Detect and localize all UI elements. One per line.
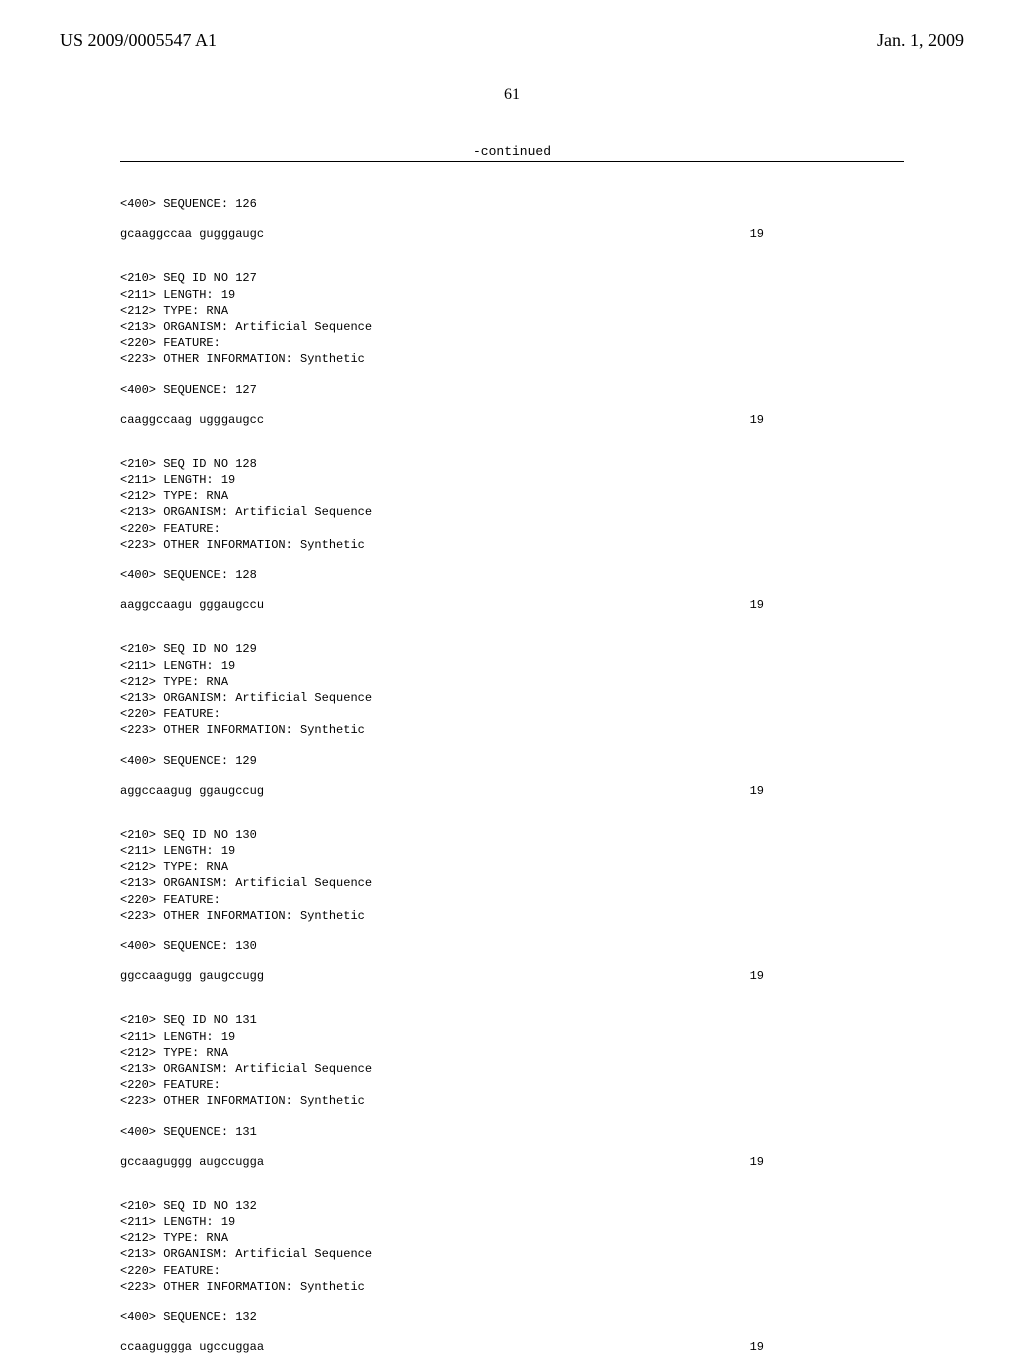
sequence-data-row: aggccaagug ggaugccug 19 [120,783,904,799]
sequence-header-line: <220> FEATURE: [120,521,904,537]
publication-date: Jan. 1, 2009 [877,30,964,51]
sequence-header-line: <213> ORGANISM: Artificial Sequence [120,875,904,891]
sequence-label: <400> SEQUENCE: 130 [120,938,904,954]
sequence-length: 19 [750,412,904,428]
sequence-length: 19 [750,226,904,242]
sequence-data: gcaaggccaa gugggaugc [120,226,264,242]
sequence-header-line: <211> LENGTH: 19 [120,658,904,674]
sequence-data-row: gcaaggccaa gugggaugc 19 [120,226,904,242]
sequence-block: <210> SEQ ID NO 129 <211> LENGTH: 19 <21… [120,641,904,799]
sequence-block: <400> SEQUENCE: 126 gcaaggccaa gugggaugc… [120,196,904,242]
sequence-listing: <400> SEQUENCE: 126 gcaaggccaa gugggaugc… [0,162,1024,1355]
sequence-header-line: <223> OTHER INFORMATION: Synthetic [120,908,904,924]
sequence-header-line: <210> SEQ ID NO 130 [120,827,904,843]
sequence-label: <400> SEQUENCE: 131 [120,1124,904,1140]
sequence-header-line: <210> SEQ ID NO 127 [120,270,904,286]
sequence-header-line: <213> ORGANISM: Artificial Sequence [120,690,904,706]
sequence-header-line: <211> LENGTH: 19 [120,1029,904,1045]
sequence-header-line: <210> SEQ ID NO 129 [120,641,904,657]
sequence-data: aggccaagug ggaugccug [120,783,264,799]
sequence-header-line: <211> LENGTH: 19 [120,287,904,303]
sequence-header-line: <210> SEQ ID NO 128 [120,456,904,472]
sequence-length: 19 [750,968,904,984]
sequence-header-line: <212> TYPE: RNA [120,1230,904,1246]
sequence-header-line: <213> ORGANISM: Artificial Sequence [120,1246,904,1262]
continued-section: -continued [120,144,904,162]
sequence-data-row: gccaaguggg augccugga 19 [120,1154,904,1170]
page-header: US 2009/0005547 A1 Jan. 1, 2009 [0,0,1024,56]
sequence-data: caaggccaag ugggaugcc [120,412,264,428]
sequence-header-line: <213> ORGANISM: Artificial Sequence [120,1061,904,1077]
sequence-length: 19 [750,783,904,799]
sequence-length: 19 [750,597,904,613]
sequence-data-row: ccaaguggga ugccuggaa 19 [120,1339,904,1355]
sequence-label: <400> SEQUENCE: 129 [120,753,904,769]
sequence-data: ccaaguggga ugccuggaa [120,1339,264,1355]
sequence-header-line: <220> FEATURE: [120,706,904,722]
sequence-header-line: <223> OTHER INFORMATION: Synthetic [120,537,904,553]
sequence-block: <210> SEQ ID NO 130 <211> LENGTH: 19 <21… [120,827,904,985]
sequence-header-line: <211> LENGTH: 19 [120,843,904,859]
sequence-data: ggccaagugg gaugccugg [120,968,264,984]
continued-label: -continued [120,144,904,161]
sequence-block: <210> SEQ ID NO 132 <211> LENGTH: 19 <21… [120,1198,904,1355]
sequence-data: gccaaguggg augccugga [120,1154,264,1170]
sequence-header-line: <220> FEATURE: [120,892,904,908]
sequence-header-line: <213> ORGANISM: Artificial Sequence [120,504,904,520]
sequence-data-row: ggccaagugg gaugccugg 19 [120,968,904,984]
sequence-block: <210> SEQ ID NO 128 <211> LENGTH: 19 <21… [120,456,904,614]
sequence-header-line: <223> OTHER INFORMATION: Synthetic [120,722,904,738]
sequence-block: <210> SEQ ID NO 131 <211> LENGTH: 19 <21… [120,1012,904,1170]
sequence-length: 19 [750,1339,904,1355]
sequence-header-line: <223> OTHER INFORMATION: Synthetic [120,1279,904,1295]
sequence-label: <400> SEQUENCE: 132 [120,1309,904,1325]
sequence-header-line: <220> FEATURE: [120,1263,904,1279]
sequence-pre-line: <400> SEQUENCE: 126 [120,196,904,212]
sequence-header-line: <210> SEQ ID NO 132 [120,1198,904,1214]
sequence-header-line: <212> TYPE: RNA [120,674,904,690]
sequence-header-line: <220> FEATURE: [120,335,904,351]
sequence-header-line: <213> ORGANISM: Artificial Sequence [120,319,904,335]
sequence-data-row: aaggccaagu gggaugccu 19 [120,597,904,613]
sequence-header-line: <223> OTHER INFORMATION: Synthetic [120,1093,904,1109]
sequence-header-line: <211> LENGTH: 19 [120,472,904,488]
sequence-block: <210> SEQ ID NO 127 <211> LENGTH: 19 <21… [120,270,904,428]
sequence-header-line: <223> OTHER INFORMATION: Synthetic [120,351,904,367]
sequence-header-line: <210> SEQ ID NO 131 [120,1012,904,1028]
sequence-header-line: <220> FEATURE: [120,1077,904,1093]
page-number: 61 [0,86,1024,104]
publication-number: US 2009/0005547 A1 [60,30,217,51]
sequence-header-line: <212> TYPE: RNA [120,1045,904,1061]
sequence-label: <400> SEQUENCE: 127 [120,382,904,398]
sequence-header-line: <212> TYPE: RNA [120,859,904,875]
sequence-label: <400> SEQUENCE: 128 [120,567,904,583]
sequence-header-line: <211> LENGTH: 19 [120,1214,904,1230]
sequence-data-row: caaggccaag ugggaugcc 19 [120,412,904,428]
sequence-header-line: <212> TYPE: RNA [120,488,904,504]
sequence-length: 19 [750,1154,904,1170]
sequence-data: aaggccaagu gggaugccu [120,597,264,613]
sequence-header-line: <212> TYPE: RNA [120,303,904,319]
